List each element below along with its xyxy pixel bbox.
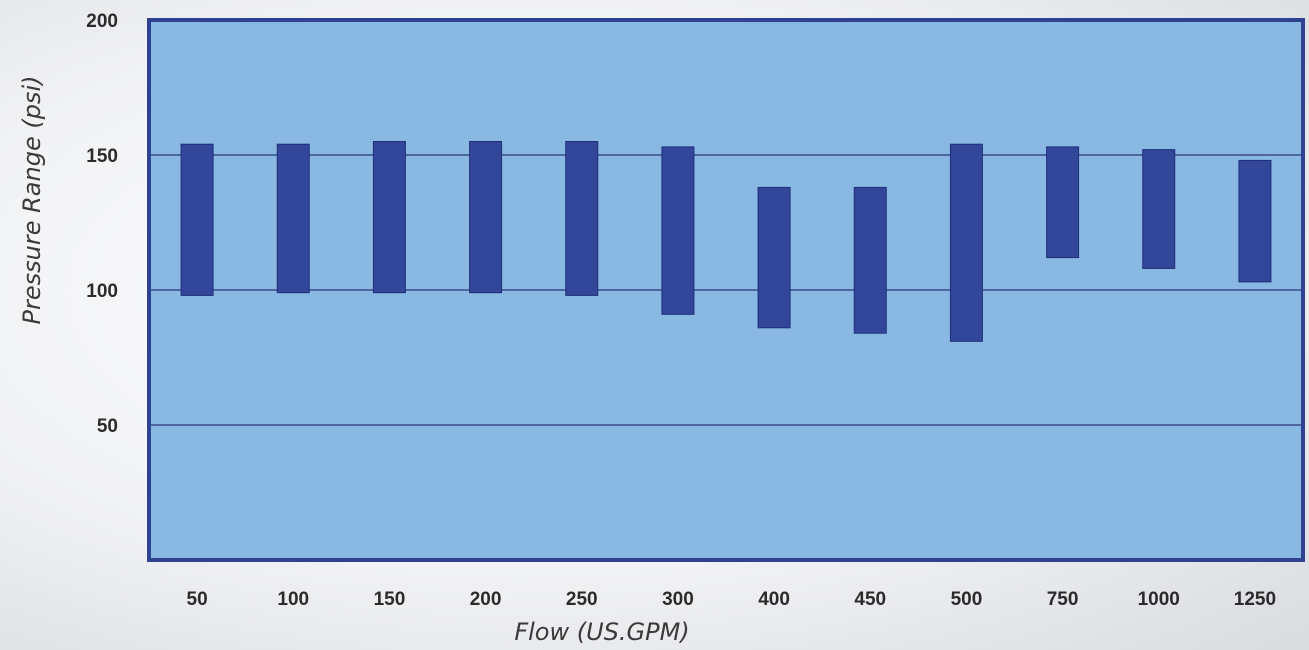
range-bar: [1142, 149, 1176, 269]
range-bar: [853, 186, 887, 334]
x-tick-label: 500: [951, 589, 983, 610]
y-axis-ticks: 50 100 150 200: [86, 11, 118, 437]
y-tick-label: 200: [86, 11, 118, 32]
range-bar: [661, 146, 695, 315]
y-tick-label: 150: [86, 146, 118, 167]
range-bar: [180, 143, 214, 296]
range-bar: [565, 141, 599, 296]
x-tick-label: 300: [662, 589, 694, 610]
x-tick-label: 150: [374, 589, 406, 610]
x-axis-title: Flow (US.GPM): [514, 618, 689, 646]
x-tick-label: 450: [854, 589, 886, 610]
x-tick-label: 50: [187, 589, 208, 610]
x-tick-label: 1000: [1138, 589, 1180, 610]
range-bar: [1046, 146, 1080, 259]
x-tick-label: 1250: [1234, 589, 1276, 610]
x-tick-label: 100: [277, 589, 309, 610]
gridlines: [149, 154, 1303, 426]
range-bar: [949, 143, 983, 342]
y-tick-label: 100: [86, 281, 118, 302]
x-tick-label: 250: [566, 589, 598, 610]
x-tick-label: 750: [1047, 589, 1079, 610]
plot-frame: [147, 18, 1305, 562]
range-bar: [372, 141, 406, 294]
range-bar: [276, 143, 310, 294]
range-bar: [1238, 159, 1272, 283]
x-tick-label: 400: [758, 589, 790, 610]
x-axis-ticks: 50 100 150 200 250 300 400 450 500 750 1000 1250: [187, 589, 1277, 610]
x-tick-label: 200: [470, 589, 502, 610]
y-axis-title: Pressure Range (psi): [18, 76, 46, 325]
y-tick-label: 50: [97, 416, 118, 437]
range-bar: [757, 186, 791, 329]
range-bars: [180, 141, 1272, 342]
range-bar: [469, 141, 503, 294]
